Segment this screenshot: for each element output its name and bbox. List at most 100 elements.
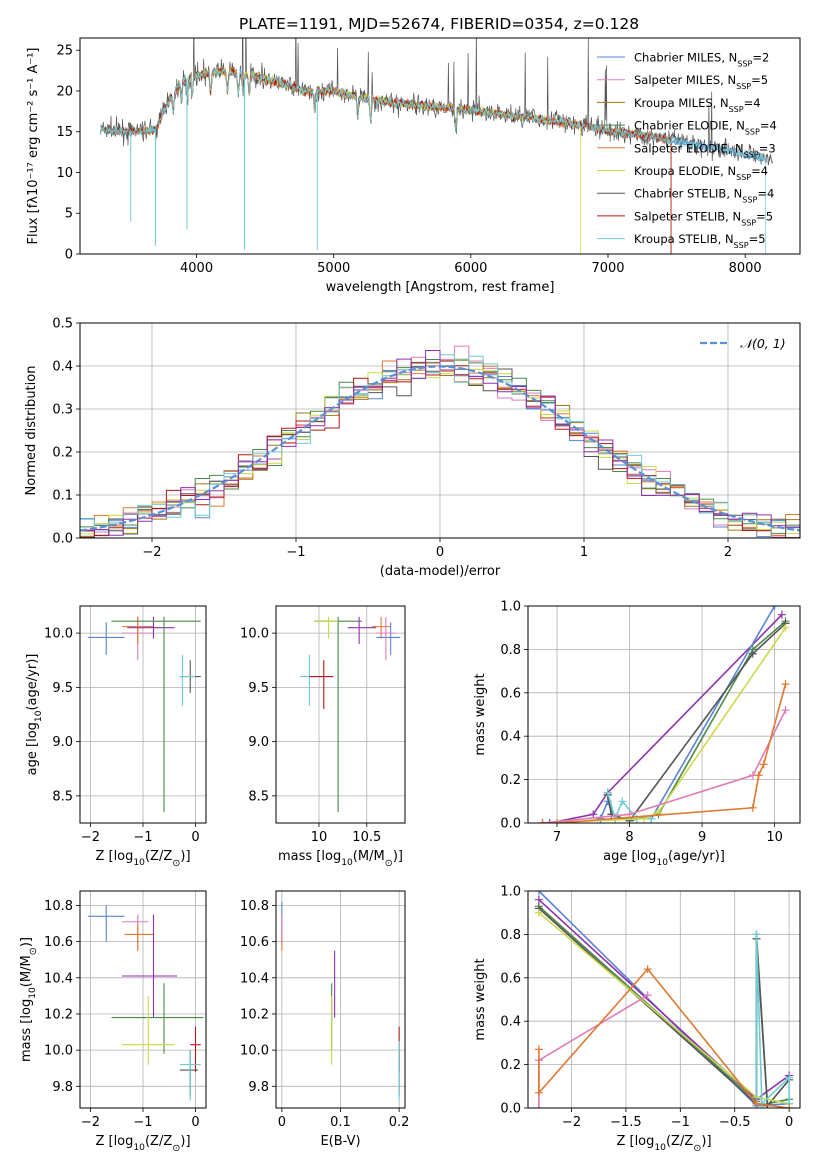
x-tick-label: 0.1 xyxy=(330,1115,351,1130)
spectrum-line xyxy=(179,67,581,254)
y-tick-label: 0.3 xyxy=(52,403,73,418)
plot-area xyxy=(299,616,401,813)
x-tick-label: 0 xyxy=(436,545,444,560)
plus-marker xyxy=(777,610,786,619)
massweight-vs-age-panel: 7 8 9 10 0.0 0.2 0.4 0.6 0.8 1.0 age [log10(age/yr… xyxy=(473,600,801,868)
y-axis-label: mass weight xyxy=(473,673,488,755)
legend-label: Chabrier STELIB, NSSP=4 xyxy=(634,187,774,205)
x-tick-label: 8 xyxy=(625,830,633,845)
y-tick-label: 0.4 xyxy=(500,730,521,745)
x-tick-label: 0 xyxy=(191,830,199,845)
mass-vs-extinction-panel: 0 0.1 0.2 9.8 10.0 10.2 10.4 10.6 10.8 E(B-V) xyxy=(240,890,410,1149)
x-tick-label: −1 xyxy=(286,545,305,560)
legend-label: 𝒩(0, 1) xyxy=(740,336,786,351)
y-tick-label: 5 xyxy=(65,207,73,222)
x-tick-label: 10 xyxy=(766,830,783,845)
plot-area xyxy=(80,345,800,538)
y-tick-label: 0.8 xyxy=(500,643,521,658)
x-tick-label: 1 xyxy=(580,545,588,560)
y-axis-label: Flux [fλ10⁻¹⁷ erg cm⁻² s⁻¹ A⁻¹] xyxy=(26,48,41,245)
mass-vs-metallicity-panel: −2 −1 0 9.8 10.0 10.2 10.4 10.6 10.8 Z [log10(Z/Z… xyxy=(19,890,207,1154)
spectrum-line xyxy=(100,67,767,254)
y-tick-label: 10.4 xyxy=(240,971,269,986)
y-tick-label: 8.5 xyxy=(248,789,269,804)
y-tick-label: 10.4 xyxy=(44,971,73,986)
x-axis-label: mass [log10(M/M⊙)] xyxy=(278,849,403,869)
x-tick-label: −1 xyxy=(671,1115,690,1130)
x-axis-label: Z [log10(Z/Z⊙)] xyxy=(95,1134,190,1154)
massweight-line xyxy=(538,891,790,1107)
x-tick-label: −1 xyxy=(133,1115,152,1130)
y-tick-label: 10.2 xyxy=(240,1007,269,1022)
x-tick-label: 5000 xyxy=(317,261,350,276)
plot-area xyxy=(87,616,201,813)
residuals-panel: −2 −1 0 1 2 0.0 0.1 0.2 0.3 0.4 0.5 (data-model)/er… xyxy=(24,317,801,579)
plot-area xyxy=(281,901,400,1101)
plot-area xyxy=(538,606,790,823)
legend-label: Kroupa ELODIE, NSSP=4 xyxy=(634,164,768,182)
x-tick-label: −2 xyxy=(562,1115,581,1130)
x-tick-label: 9 xyxy=(698,830,706,845)
y-tick-label: 10.0 xyxy=(44,1044,73,1059)
plus-marker xyxy=(603,788,612,797)
plus-marker xyxy=(618,797,627,806)
legend-label: Kroupa MILES, NSSP=4 xyxy=(634,96,761,114)
y-tick-label: 0.2 xyxy=(52,446,73,461)
legend-label: Chabrier ELODIE, NSSP=4 xyxy=(634,119,777,137)
y-tick-label: 10.8 xyxy=(44,899,73,914)
axes-frame xyxy=(527,890,801,1109)
plus-marker xyxy=(754,771,763,780)
plus-marker xyxy=(534,1088,543,1097)
x-tick-label: 2 xyxy=(724,545,732,560)
massweight-line xyxy=(538,905,790,1105)
plus-marker xyxy=(748,649,757,658)
plus-marker xyxy=(781,706,790,715)
x-tick-label: 0.2 xyxy=(389,1115,410,1130)
x-tick-label: −2 xyxy=(81,1115,100,1130)
y-tick-label: 10.0 xyxy=(240,627,269,642)
plus-marker xyxy=(534,908,543,917)
age-vs-metallicity-panel: −2 −1 0 8.5 9.0 9.5 10.0 Z [log10(Z/Z⊙)] age [lo… xyxy=(25,605,207,869)
plus-marker xyxy=(752,1099,761,1108)
x-tick-label: 10.5 xyxy=(352,830,381,845)
y-tick-label: 9.5 xyxy=(248,681,269,696)
plus-marker xyxy=(781,623,790,632)
axes-frame xyxy=(275,605,406,824)
x-tick-label: 0 xyxy=(191,1115,199,1130)
y-tick-label: 10 xyxy=(56,166,73,181)
x-tick-label: 10 xyxy=(311,830,328,845)
y-tick-label: 9.0 xyxy=(248,735,269,750)
x-tick-label: 6000 xyxy=(454,261,487,276)
y-tick-label: 10.6 xyxy=(44,935,73,950)
massweight-line xyxy=(538,994,649,1108)
y-tick-label: 9.0 xyxy=(52,735,73,750)
x-tick-label: 4000 xyxy=(180,261,213,276)
y-axis-label: mass [log10(M/M⊙)] xyxy=(19,937,39,1062)
spectrum-line xyxy=(103,66,672,254)
y-tick-label: 0.6 xyxy=(500,971,521,986)
x-axis-label: age [log10(age/yr)] xyxy=(603,849,725,868)
plot-area xyxy=(100,38,773,254)
spectrum-line xyxy=(102,66,672,254)
y-tick-label: 0.6 xyxy=(500,686,521,701)
massweight-vs-metallicity-panel: −2 −1.5 −1 −0.5 0 0.0 0.2 0.4 0.6 0.8 1.0 Z [log10(… xyxy=(473,885,801,1154)
x-tick-label: 7000 xyxy=(591,261,624,276)
y-tick-label: 0 xyxy=(65,248,73,263)
y-tick-label: 0.2 xyxy=(500,773,521,788)
x-tick-label: 7 xyxy=(553,830,561,845)
y-axis-label: mass weight xyxy=(473,958,488,1040)
plus-marker xyxy=(534,1045,543,1054)
x-axis-label: E(B-V) xyxy=(320,1134,360,1149)
plus-marker xyxy=(748,803,757,812)
y-tick-label: 0.8 xyxy=(500,928,521,943)
y-tick-label: 0.0 xyxy=(500,1102,521,1117)
y-tick-label: 1.0 xyxy=(500,600,521,615)
plus-marker xyxy=(545,819,554,823)
plus-marker xyxy=(752,930,761,939)
massweight-line xyxy=(599,606,776,820)
legend-label: Kroupa STELIB, NSSP=5 xyxy=(634,232,766,250)
y-tick-label: 10.2 xyxy=(44,1007,73,1022)
x-tick-label: 8000 xyxy=(729,261,762,276)
spectrum-line xyxy=(103,67,672,254)
y-tick-label: 0.0 xyxy=(52,532,73,547)
